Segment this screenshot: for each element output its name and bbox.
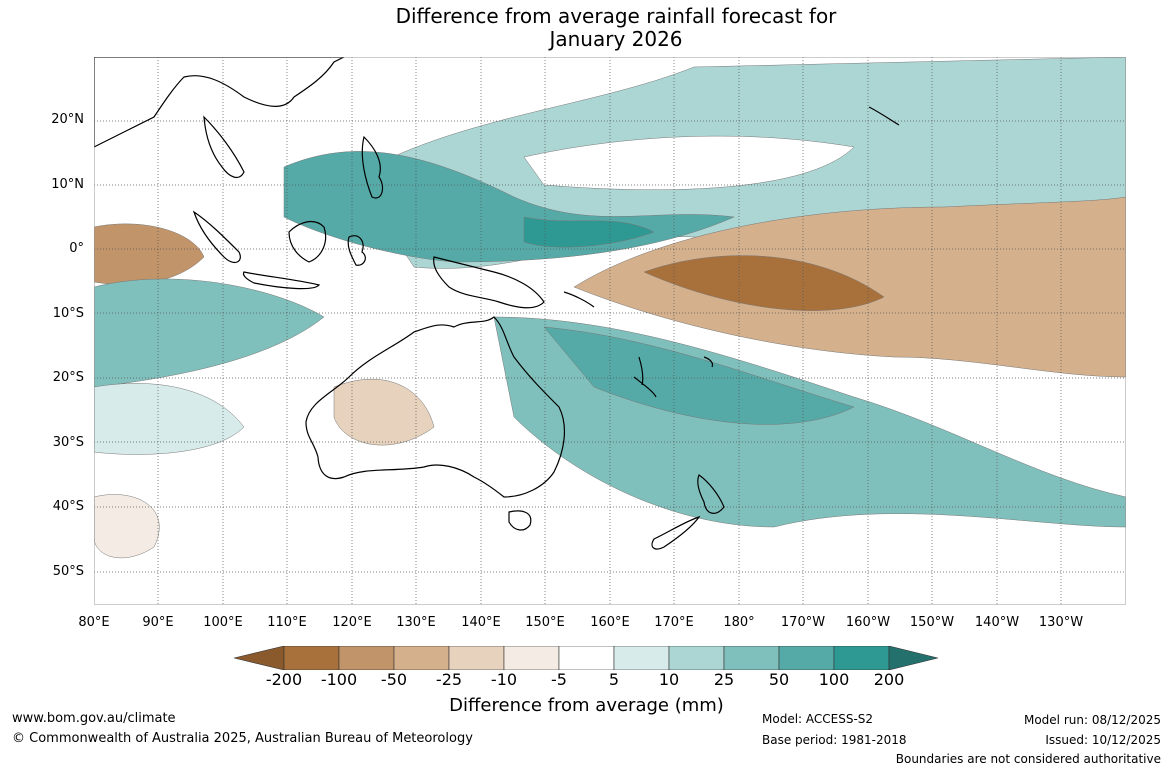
indian-ocean-wet-band xyxy=(94,278,325,388)
tasmania-coastline xyxy=(508,510,532,531)
lat-label-20n: 20°N xyxy=(51,112,84,127)
lon-label-160e: 160°E xyxy=(590,615,630,630)
colorbar-tick-label: -100 xyxy=(320,670,358,689)
lon-label-170w: 170°W xyxy=(780,615,826,630)
colorbar-segment xyxy=(283,646,340,670)
central-pacific-dry-core xyxy=(643,255,885,311)
lat-label-50s: 50°S xyxy=(52,564,84,579)
colorbar-segment xyxy=(393,646,450,670)
colorbar-tick-label: 25 xyxy=(713,670,735,689)
colorbar-tick-label: 10 xyxy=(658,670,680,689)
colorbar-tick-label: 100 xyxy=(818,670,850,689)
hawaii xyxy=(868,106,900,126)
philippines-coastline xyxy=(361,135,384,199)
new-zealand-south-coastline xyxy=(651,515,701,550)
colorbar-extend-low xyxy=(234,646,285,670)
map-title-line1: Difference from average rainfall forecas… xyxy=(395,4,837,28)
solomon-islands xyxy=(563,291,595,308)
colorbar-segment xyxy=(448,646,505,670)
colorbar-tick-label: 5 xyxy=(608,670,620,689)
australia-dry-patch xyxy=(333,378,435,446)
colorbar-tick-label: -50 xyxy=(380,670,408,689)
colorbar-tick-label: 200 xyxy=(873,670,905,689)
coastlines xyxy=(94,57,900,550)
sulawesi-coastline xyxy=(347,235,366,266)
anomaly-field xyxy=(94,57,1126,559)
new-caledonia xyxy=(633,376,657,398)
new-guinea-coastline xyxy=(433,256,545,309)
footer-website: www.bom.gov.au/climate xyxy=(12,711,176,726)
colorbar-segment xyxy=(338,646,395,670)
indochina-coastline xyxy=(203,115,245,179)
colorbar-extend-high xyxy=(888,646,938,670)
indian-ocean-light-wet xyxy=(94,383,245,455)
lat-label-30s: 30°S xyxy=(52,435,84,450)
lat-label-10s: 10°S xyxy=(52,306,84,321)
lon-label-160w: 160°W xyxy=(845,615,891,630)
colorbar-segment xyxy=(668,646,725,670)
new-zealand-north-coastline xyxy=(697,474,725,514)
lon-label-130e: 130°E xyxy=(396,615,436,630)
colorbar xyxy=(234,646,938,670)
sumatra-coastline xyxy=(192,210,241,264)
footer-boundaries: Boundaries are not considered authoritat… xyxy=(895,752,1161,766)
lon-label-130w: 130°W xyxy=(1038,615,1084,630)
asia-mainland-coastline xyxy=(94,57,345,148)
equatorial-wet-core xyxy=(523,216,655,248)
lon-label-90e: 90°E xyxy=(142,615,174,630)
fiji xyxy=(703,356,714,368)
map-title-line2: January 2026 xyxy=(549,27,683,51)
lon-label-100e: 100°E xyxy=(203,615,243,630)
colorbar-segment xyxy=(558,646,615,670)
lon-label-110e: 110°E xyxy=(267,615,307,630)
lon-label-140e: 140°E xyxy=(461,615,501,630)
footer-copyright: © Commonwealth of Australia 2025, Austra… xyxy=(12,731,473,746)
colorbar-segment xyxy=(503,646,560,670)
colorbar-segment xyxy=(778,646,835,670)
colorbar-tick-label: -25 xyxy=(435,670,463,689)
footer-model: Model: ACCESS-S2 xyxy=(762,712,874,726)
lat-label-10n: 10°N xyxy=(51,177,84,192)
south-pacific-wet-core xyxy=(543,326,855,425)
footer-issued: Issued: 10/12/2025 xyxy=(1045,733,1161,747)
java-coastline xyxy=(242,271,321,290)
lon-label-120e: 120°E xyxy=(332,615,372,630)
rainfall-anomaly-map xyxy=(94,57,1126,605)
lon-label-170e: 170°E xyxy=(654,615,694,630)
lon-label-150e: 150°E xyxy=(525,615,565,630)
colorbar-segment xyxy=(833,646,890,670)
colorbar-segment xyxy=(613,646,670,670)
lat-label-40s: 40°S xyxy=(52,499,84,514)
footer-base-period: Base period: 1981-2018 xyxy=(762,733,907,747)
lat-label-0: 0° xyxy=(69,241,84,256)
graticule xyxy=(94,57,1126,605)
colorbar-segment xyxy=(723,646,780,670)
southern-ocean-light-dry xyxy=(94,494,160,559)
lon-label-80e: 80°E xyxy=(78,615,110,630)
australia-coastline xyxy=(305,316,565,498)
colorbar-tick-label: -200 xyxy=(265,670,303,689)
colorbar-tick-label: -10 xyxy=(490,670,518,689)
lon-label-150w: 150°W xyxy=(909,615,955,630)
colorbar-title: Difference from average (mm) xyxy=(449,695,724,716)
footer-model-run: Model run: 08/12/2025 xyxy=(1023,713,1161,727)
lon-label-140w: 140°W xyxy=(974,615,1020,630)
colorbar-tick-label: 50 xyxy=(768,670,790,689)
north-pacific-dry-patch xyxy=(523,135,855,191)
borneo-coastline xyxy=(288,220,327,263)
lat-label-20s: 20°S xyxy=(52,370,84,385)
colorbar-tick-label: -5 xyxy=(551,670,567,689)
lon-label-180: 180° xyxy=(723,615,755,630)
